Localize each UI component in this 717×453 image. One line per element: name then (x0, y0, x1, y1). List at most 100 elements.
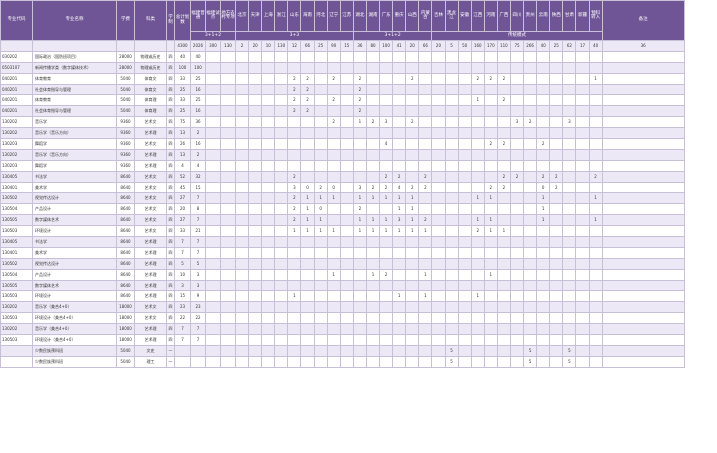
quota-cell (205, 355, 221, 368)
quota-cell (234, 72, 250, 85)
quota-cell (339, 323, 354, 336)
quota-cell (496, 50, 511, 63)
header-total: 总计划数 (174, 0, 191, 41)
quota-cell (601, 214, 685, 227)
quota-cell (549, 138, 564, 150)
quota-cell (575, 257, 590, 270)
quota-cell (313, 138, 328, 150)
quota-cell (536, 355, 551, 368)
quota-cell (405, 344, 420, 357)
quota-cell (339, 192, 354, 205)
quota-cell (601, 290, 685, 303)
quota-cell (326, 170, 341, 183)
quota-cell (326, 127, 341, 140)
quota-cell: 5 (562, 355, 577, 368)
quota-cell (601, 72, 685, 85)
quota-cell (205, 225, 221, 238)
quota-cell (234, 323, 250, 336)
quota-cell (274, 72, 289, 85)
quota-cell (261, 355, 276, 368)
quota-cell (431, 170, 446, 183)
major-name-cell: 舞蹈学 (32, 159, 117, 172)
quota-cell (379, 83, 394, 96)
quota-cell (313, 279, 328, 292)
quota-cell (234, 290, 250, 303)
quota-cell (418, 105, 433, 118)
quota-cell (483, 334, 498, 346)
fee-cell: 9360 (116, 116, 135, 129)
quota-cell: 1 (483, 192, 498, 205)
quota-cell (496, 257, 511, 270)
quota-cell: 2 (418, 170, 433, 183)
quota-cell (274, 50, 289, 63)
quota-cell (509, 50, 525, 63)
quota-cell (220, 355, 236, 368)
summary-cell: 41 (392, 40, 407, 52)
quota-cell (444, 257, 459, 270)
quota-cell (549, 225, 564, 238)
quota-cell (470, 301, 485, 314)
quota-cell (562, 203, 577, 216)
quota-cell (365, 203, 381, 216)
quota-cell (575, 268, 590, 281)
quota-cell (575, 94, 590, 107)
quota-cell (300, 50, 315, 63)
quota-cell (205, 148, 221, 161)
quota-cell (248, 192, 263, 205)
quota-cell (601, 105, 685, 118)
quota-cell (418, 279, 433, 292)
major-name-cell: 视觉传达设计 (32, 257, 117, 270)
major-name-cell: 环境设计 (32, 290, 117, 303)
table-row: 130503 环境设计 8640 艺术理四 15 9 1 1 1 1 (0, 290, 685, 303)
quota-cell (313, 334, 328, 346)
quota-cell (470, 116, 485, 129)
quota-cell: 1 (470, 290, 485, 303)
code-cell: 130502 (0, 192, 33, 205)
quota-cell (444, 116, 459, 129)
quota-cell: 1 (300, 214, 315, 227)
years-cell: 四 (166, 170, 175, 183)
quota-cell (205, 257, 221, 270)
quota-cell (418, 246, 433, 259)
quota-cell (431, 192, 446, 205)
quota-cell (248, 323, 263, 336)
quota-cell (248, 116, 263, 129)
quota-cell (300, 127, 315, 140)
quota-cell (523, 225, 538, 238)
quota-cell (339, 290, 354, 303)
quota-cell (339, 236, 354, 248)
years-cell: 四 (166, 159, 175, 172)
header-province: 云南 (536, 0, 551, 32)
quota-cell (523, 50, 538, 63)
quota-cell (234, 312, 250, 325)
quota-cell: 25 (174, 105, 191, 118)
quota-cell: 2 (365, 181, 381, 194)
category-cell: 艺术文 (134, 192, 167, 205)
years-cell: 四 (166, 127, 175, 140)
summary-cell: 170 (483, 40, 498, 52)
category-cell: 艺术文 (134, 203, 167, 216)
years-cell: 四 (166, 312, 175, 325)
quota-cell (274, 61, 289, 74)
quota-cell (575, 192, 590, 205)
quota-cell: 1 (300, 225, 315, 238)
quota-cell (392, 344, 407, 357)
quota-cell: 2 (405, 181, 420, 194)
quota-cell (248, 181, 263, 194)
quota-cell: 2 (588, 170, 603, 183)
quota-cell (601, 203, 685, 216)
quota-cell (234, 50, 250, 63)
quota-cell (444, 246, 459, 259)
quota-cell (444, 203, 459, 216)
quota-cell (575, 61, 590, 74)
quota-cell (418, 116, 433, 129)
quota-cell (444, 148, 459, 161)
summary-cell: 10 (261, 40, 276, 52)
quota-cell (300, 279, 315, 292)
fee-cell: 8640 (116, 225, 135, 238)
quota-cell (536, 116, 551, 129)
summary-blank-cell (32, 40, 117, 52)
fee-cell: 8640 (116, 268, 135, 281)
quota-cell (379, 312, 394, 325)
quota-cell (444, 334, 459, 346)
